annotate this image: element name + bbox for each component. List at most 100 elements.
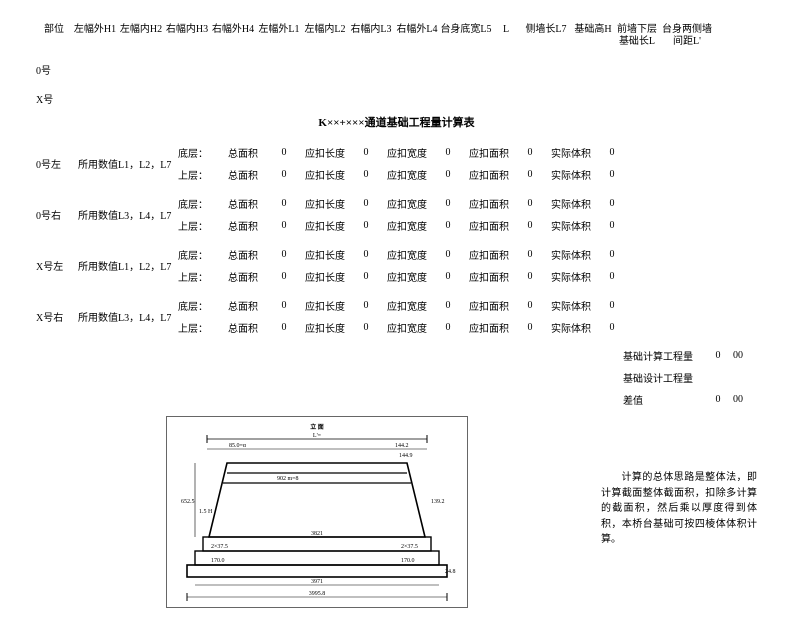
metric-label: 总面积 [220,320,266,335]
header-cell: 侧墙长L7 [520,24,572,48]
metric-label: 应扣面积 [466,247,512,262]
total-label: 基础设计工程量 [623,370,703,385]
calc-note: 计算的总体思路是整体法，即计算截面整体截面积，扣除多计算的截面积，然后乘以厚度得… [601,470,757,611]
metric-value: 0 [430,169,466,180]
header-cell: 左幅内L2 [302,24,348,48]
metric-value: 0 [348,220,384,231]
block-position: 0号左 [36,141,78,185]
metric-value: 0 [266,198,302,209]
svg-text:3971: 3971 [311,579,323,585]
layer-label: 底层： [178,196,220,211]
layer-label: 底层： [178,298,220,313]
metric-value: 0 [266,322,302,333]
total-row: 基础计算工程量000 [36,344,757,366]
totals-section: 基础计算工程量000基础设计工程量差值000 [36,344,757,410]
header-cell: 左幅外L1 [256,24,302,48]
elevation-figure: 立 面L'=85.0=α144.2144.9902 m=83821652.51.… [166,416,468,611]
metric-label: 应扣面积 [466,167,512,182]
metric-value: 0 [430,271,466,282]
metric-label: 总面积 [220,269,266,284]
svg-text:3821: 3821 [311,531,323,537]
metric-label: 实际体积 [548,269,594,284]
total-row: 差值000 [36,388,757,410]
metric-value: 0 [594,169,630,180]
header-cell: L [492,24,520,48]
metric-value: 0 [266,147,302,158]
metric-value: 0 [430,220,466,231]
header-cell: 右幅外L4 [394,24,440,48]
block-position: X号右 [36,294,78,338]
metric-value: 0 [594,271,630,282]
header-cell: 前墙下层基础长L [614,24,660,48]
header-cell: 基础高H [572,24,614,48]
metric-label: 应扣面积 [466,298,512,313]
block-used-values: 所用数值L3，L4，L7 [78,192,178,236]
metric-label: 应扣长度 [302,167,348,182]
svg-text:144.9: 144.9 [399,453,413,459]
metric-value: 0 [594,220,630,231]
metric-label: 应扣宽度 [384,320,430,335]
data-row: 底层：总面积0应扣长度0应扣宽度0应扣面积0实际体积0 [178,192,757,214]
svg-text:L'=: L'= [313,433,322,439]
metric-label: 应扣长度 [302,218,348,233]
metric-label: 实际体积 [548,196,594,211]
metric-label: 应扣宽度 [384,145,430,160]
metric-value: 0 [348,249,384,260]
metric-label: 应扣宽度 [384,298,430,313]
metric-value: 0 [430,300,466,311]
total-value: 0 [703,350,733,361]
svg-text:2×37.5: 2×37.5 [401,544,418,550]
metric-value: 0 [512,147,548,158]
table-title: K××+×××通道基础工程量计算表 [36,114,757,130]
metric-value: 0 [512,300,548,311]
metric-label: 实际体积 [548,298,594,313]
calc-block: X号右所用数值L3，L4，L7底层：总面积0应扣长度0应扣宽度0应扣面积0实际体… [36,293,757,338]
svg-text:1.5 H: 1.5 H [199,509,213,515]
block-position: X号左 [36,243,78,287]
metric-value: 0 [266,300,302,311]
header-cell: 台身底宽L5 [440,24,492,48]
metric-value: 0 [266,169,302,180]
metric-label: 应扣长度 [302,247,348,262]
metric-value: 0 [594,322,630,333]
header-cell: 右幅内H3 [164,24,210,48]
metric-label: 应扣面积 [466,320,512,335]
total-value2: 00 [733,394,757,405]
data-row: 上层：总面积0应扣长度0应扣宽度0应扣面积0实际体积0 [178,316,757,338]
metric-label: 总面积 [220,298,266,313]
metric-value: 0 [266,271,302,282]
data-row: 底层：总面积0应扣长度0应扣宽度0应扣面积0实际体积0 [178,141,757,163]
calc-block: 0号左所用数值L1，L2，L7底层：总面积0应扣长度0应扣宽度0应扣面积0实际体… [36,140,757,185]
header-row: 部位左幅外H1左幅内H2右幅内H3右幅外H4左幅外L1左幅内L2右幅内L3右幅外… [36,24,757,48]
metric-value: 0 [266,249,302,260]
svg-text:144.2: 144.2 [395,443,409,449]
metric-value: 0 [594,249,630,260]
svg-text:立 面: 立 面 [310,423,324,431]
metric-label: 总面积 [220,218,266,233]
metric-value: 0 [512,220,548,231]
svg-text:170.0: 170.0 [401,558,415,564]
metric-value: 0 [348,169,384,180]
metric-value: 0 [512,249,548,260]
row-label-0: 0号 [36,62,757,77]
metric-label: 实际体积 [548,247,594,262]
metric-value: 0 [430,322,466,333]
layer-label: 上层： [178,320,220,335]
metric-value: 0 [594,198,630,209]
metric-label: 应扣长度 [302,320,348,335]
metric-label: 应扣宽度 [384,167,430,182]
metric-label: 应扣长度 [302,269,348,284]
svg-text:652.5: 652.5 [181,499,195,505]
row-label-x: X号 [36,91,757,106]
total-label: 基础计算工程量 [623,348,703,363]
metric-label: 应扣宽度 [384,196,430,211]
data-row: 上层：总面积0应扣长度0应扣宽度0应扣面积0实际体积0 [178,265,757,287]
svg-text:3995.8: 3995.8 [309,591,326,597]
metric-value: 0 [512,322,548,333]
svg-text:2×37.5: 2×37.5 [211,544,228,550]
total-label: 差值 [623,392,703,407]
header-cell: 左幅内H2 [118,24,164,48]
metric-label: 应扣面积 [466,269,512,284]
header-cell: 台身两侧墙间距L' [660,24,714,48]
metric-value: 0 [266,220,302,231]
